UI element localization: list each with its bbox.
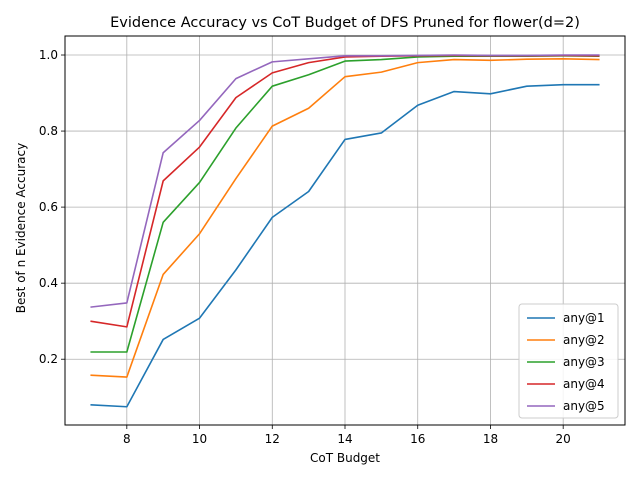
legend-label: any@2: [563, 333, 605, 347]
x-tick-label: 14: [337, 432, 352, 446]
y-tick-label: 1.0: [39, 48, 58, 62]
x-tick-label: 16: [410, 432, 425, 446]
x-axis-ticks: 8 10 12 14 16 18 20: [123, 425, 571, 446]
x-axis-label: CoT Budget: [310, 451, 380, 465]
x-tick-label: 18: [483, 432, 498, 446]
grid: [65, 36, 625, 425]
x-tick-label: 12: [265, 432, 280, 446]
x-tick-label: 10: [192, 432, 207, 446]
y-tick-label: 0.6: [39, 200, 58, 214]
y-tick-label: 0.8: [39, 124, 58, 138]
series-line-any-at-5: [90, 54, 600, 308]
legend-label: any@4: [563, 377, 605, 391]
legend-label: any@3: [563, 355, 605, 369]
legend-box: [518, 303, 619, 419]
y-tick-label: 0.2: [39, 352, 58, 366]
x-tick-label: 20: [556, 432, 571, 446]
legend: any@1 any@2 any@3 any@4 any@5: [518, 303, 619, 419]
chart-title: Evidence Accuracy vs CoT Budget of DFS P…: [110, 15, 580, 31]
series-lines: [90, 54, 600, 408]
y-axis-ticks: 0.2 0.4 0.6 0.8 1.0: [39, 48, 65, 366]
y-axis-label: Best of n Evidence Accuracy: [14, 143, 28, 313]
y-tick-label: 0.4: [39, 276, 58, 290]
legend-label: any@1: [563, 311, 605, 325]
x-tick-label: 8: [123, 432, 131, 446]
series-line-any-at-1: [90, 83, 600, 408]
series-line-any-at-2: [90, 58, 600, 378]
legend-label: any@5: [563, 399, 605, 413]
